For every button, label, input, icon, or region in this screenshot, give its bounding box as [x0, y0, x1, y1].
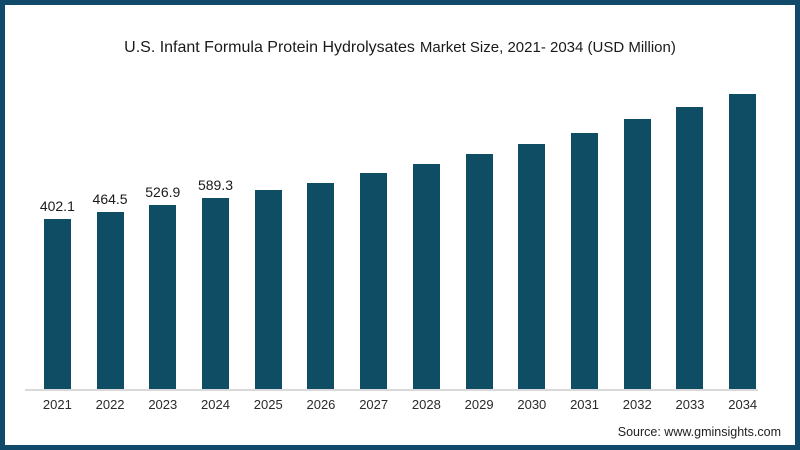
bar-value-label: 589.3	[197, 177, 234, 194]
bar-column	[716, 60, 769, 390]
x-axis-label: 2023	[148, 397, 178, 412]
bar	[518, 144, 546, 390]
x-axis-label: 2025	[253, 397, 283, 412]
chart-title-market-name: U.S. Infant Formula Protein Hydrolysates	[124, 39, 415, 56]
bar-column	[242, 60, 295, 390]
x-axis-label: 2029	[464, 397, 494, 412]
source-credit: Source: www.gminsights.com	[617, 425, 781, 439]
bar	[202, 198, 230, 390]
chart-title-suffix: Market Size, 2021- 2034 (USD Million)	[419, 39, 676, 56]
bar-column	[400, 60, 453, 390]
x-axis-label: 2026	[306, 397, 336, 412]
bar	[43, 219, 71, 390]
bar-column	[664, 60, 717, 390]
bar-column: 589.3	[189, 60, 242, 390]
x-axis-label: 2028	[411, 397, 441, 412]
bar-column	[347, 60, 400, 390]
bar-column	[505, 60, 558, 390]
bar	[360, 173, 388, 390]
bar	[149, 205, 177, 390]
bar-column	[611, 60, 664, 390]
bar-value-label: 402.1	[39, 198, 75, 214]
bar	[571, 132, 599, 390]
bar-column: 526.9	[136, 60, 189, 390]
bar-column: 402.1	[31, 60, 84, 390]
x-axis-line	[25, 389, 758, 391]
x-axis-label: 2034	[728, 397, 758, 412]
plot-area: 402.1 464.5 526.9 589.3	[31, 60, 769, 390]
bar-column	[453, 60, 506, 390]
x-axis-label: 2021	[42, 397, 72, 412]
bar-column: 464.5	[84, 60, 137, 390]
bar	[307, 182, 335, 390]
bar	[465, 154, 493, 390]
x-axis-labels: 2021 2022 2023 2024 2025 2026 2027 2028 2029 2030…	[31, 397, 769, 412]
bar-value-label: 464.5	[92, 191, 128, 208]
x-axis-label: 2027	[359, 397, 389, 412]
x-axis-label: 2032	[622, 397, 652, 412]
bar-column	[295, 60, 348, 390]
x-axis-label: 2030	[517, 397, 547, 412]
bar-column	[558, 60, 611, 390]
bar-value-label: 526.9	[145, 184, 181, 201]
bar	[254, 190, 282, 390]
bar	[729, 94, 757, 390]
bar	[96, 212, 124, 390]
x-axis-label: 2024	[201, 397, 230, 412]
x-axis-label: 2031	[570, 397, 599, 412]
bar	[676, 107, 704, 390]
bar	[412, 164, 440, 390]
bar	[623, 119, 651, 390]
x-axis-label: 2022	[95, 397, 125, 412]
chart-title: U.S. Infant Formula Protein Hydrolysates…	[5, 37, 795, 59]
x-axis-label: 2033	[675, 397, 705, 412]
